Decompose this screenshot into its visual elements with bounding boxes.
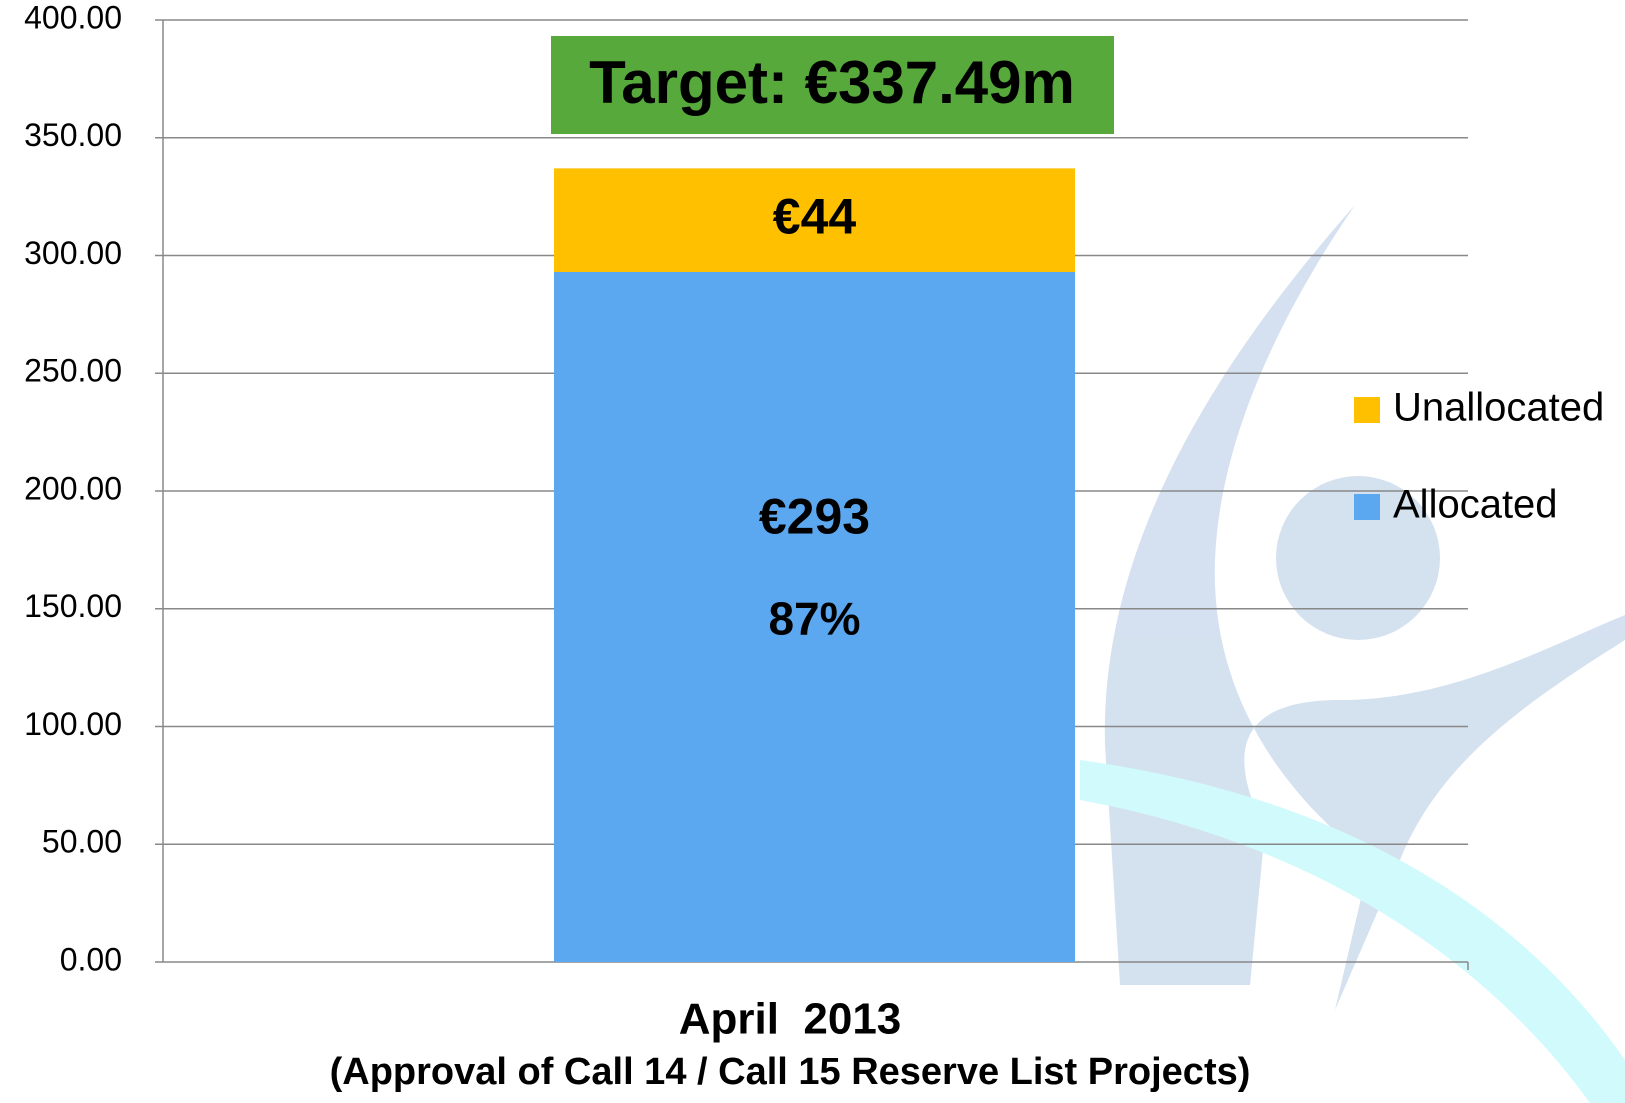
bar-segment	[554, 271, 1075, 962]
legend-label: Allocated	[1393, 483, 1558, 527]
y-tick-label: 150.00	[24, 588, 122, 624]
grid: 0.00 50.00 100.00 150.00 200.00 250.00 300.00 3…	[24, 0, 1469, 977]
legend-label: Unallocated	[1393, 386, 1604, 430]
logo-swoosh	[1080, 760, 1625, 1103]
watermark	[1080, 205, 1625, 1103]
data-label: €293	[759, 489, 870, 545]
y-tick-label: 50.00	[42, 824, 122, 860]
legend-swatch	[1354, 494, 1380, 520]
y-tick-label: 250.00	[24, 353, 122, 389]
y-tick-label: 100.00	[24, 706, 122, 742]
y-tick-label: 0.00	[60, 941, 122, 977]
marks: €293 87% €44 Target: €337.49m Unallocated All…	[551, 36, 1604, 962]
y-tick-label: 400.00	[24, 0, 122, 35]
x-axis-label: (Approval of Call 14 / Call 15 Reserve L…	[330, 1051, 1251, 1093]
y-tick-label: 350.00	[24, 117, 122, 153]
logo-head	[1276, 476, 1440, 640]
percent-label: 87%	[768, 593, 860, 645]
bar-segment	[554, 168, 1075, 272]
data-label: €44	[773, 188, 857, 244]
x-tick-label: April 2013	[679, 995, 902, 1044]
y-tick-label: 300.00	[24, 235, 122, 271]
y-tick-label: 200.00	[24, 470, 122, 506]
target-label: Target: €337.49m	[589, 49, 1075, 116]
target-box	[551, 36, 1114, 134]
legend-swatch	[1354, 397, 1380, 423]
